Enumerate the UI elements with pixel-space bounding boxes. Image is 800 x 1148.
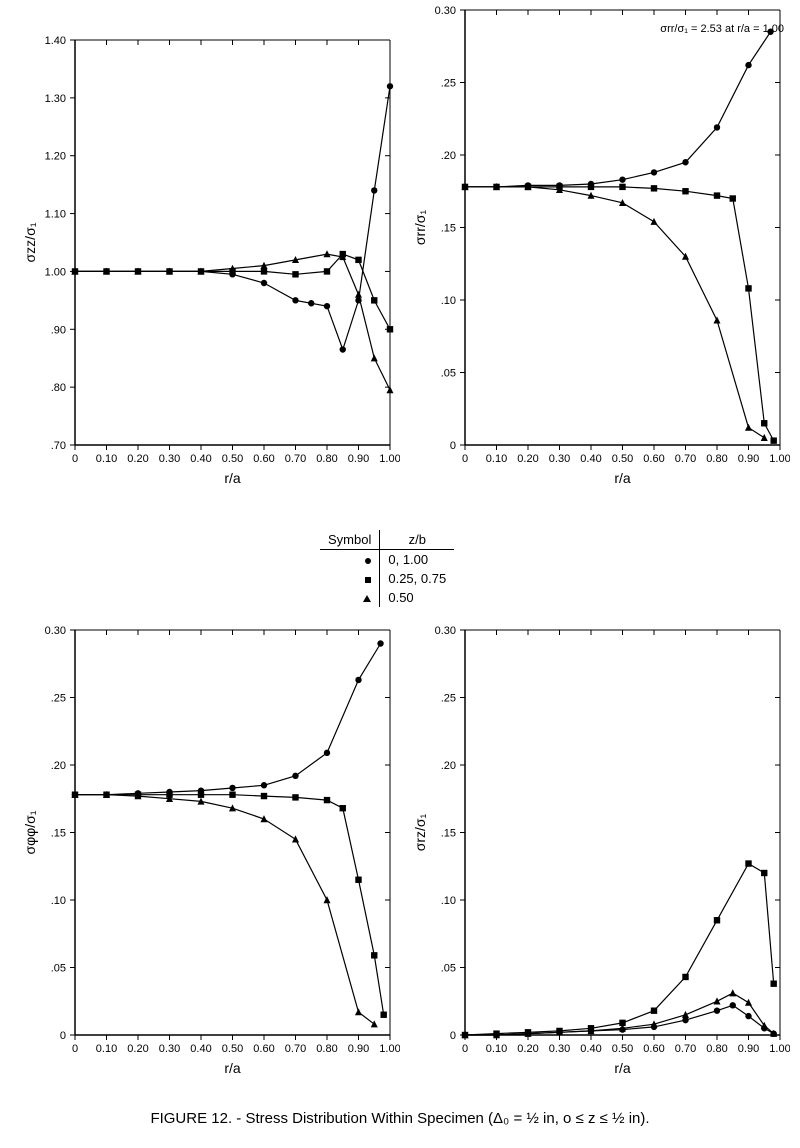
svg-text:0.40: 0.40: [580, 1043, 601, 1055]
svg-text:.70: .70: [51, 440, 66, 452]
svg-text:.20: .20: [441, 150, 456, 162]
svg-text:1.10: 1.10: [45, 209, 66, 221]
square-icon: [365, 577, 371, 583]
svg-text:0.70: 0.70: [675, 453, 696, 465]
svg-text:1.00: 1.00: [45, 266, 66, 278]
svg-text:0.20: 0.20: [127, 1043, 148, 1055]
svg-text:1.00: 1.00: [379, 453, 400, 465]
svg-text:0.20: 0.20: [127, 453, 148, 465]
svg-text:0.10: 0.10: [96, 1043, 117, 1055]
chart-sigma-phiphi: 00.100.200.300.400.500.600.700.800.901.0…: [20, 620, 400, 1080]
svg-text:0: 0: [72, 1043, 78, 1055]
figure-caption: FIGURE 12. - Stress Distribution Within …: [0, 1110, 800, 1127]
svg-text:.20: .20: [441, 760, 456, 772]
svg-text:r/a: r/a: [614, 470, 631, 486]
svg-text:1.00: 1.00: [769, 453, 790, 465]
svg-text:.25: .25: [441, 693, 456, 705]
circle-icon: [365, 558, 371, 564]
svg-text:.05: .05: [51, 963, 66, 975]
svg-text:σzz/σ₁: σzz/σ₁: [22, 222, 38, 262]
svg-text:0.90: 0.90: [348, 453, 369, 465]
svg-text:r/a: r/a: [614, 1060, 631, 1076]
svg-text:0.10: 0.10: [486, 1043, 507, 1055]
svg-text:0.30: 0.30: [549, 1043, 570, 1055]
svg-text:.10: .10: [441, 895, 456, 907]
svg-text:.10: .10: [441, 295, 456, 307]
chart-sigma-rr: 00.100.200.300.400.500.600.700.800.901.0…: [410, 0, 790, 490]
legend: Symbol z/b 0, 1.00 0.25, 0.75 0.50: [320, 530, 454, 607]
svg-text:0.90: 0.90: [738, 1043, 759, 1055]
svg-text:0.30: 0.30: [435, 5, 456, 17]
svg-text:0.60: 0.60: [643, 453, 664, 465]
page: 00.100.200.300.400.500.600.700.800.901.0…: [0, 0, 800, 1148]
svg-text:.25: .25: [51, 693, 66, 705]
chart-sigma-rz: 00.100.200.300.400.500.600.700.800.901.0…: [410, 620, 790, 1080]
svg-text:0.60: 0.60: [643, 1043, 664, 1055]
legend-header-zb: z/b: [380, 530, 454, 550]
svg-text:.05: .05: [441, 368, 456, 380]
svg-text:0.80: 0.80: [316, 1043, 337, 1055]
svg-text:0: 0: [450, 1030, 456, 1042]
legend-row: 0.25, 0.75: [320, 569, 454, 588]
svg-text:.25: .25: [441, 78, 456, 90]
svg-text:0.40: 0.40: [580, 453, 601, 465]
svg-text:.80: .80: [51, 382, 66, 394]
svg-text:0: 0: [72, 453, 78, 465]
legend-row: 0.50: [320, 588, 454, 607]
svg-text:.15: .15: [51, 828, 66, 840]
svg-text:r/a: r/a: [224, 470, 241, 486]
chart-sigma-zz: 0 0.10 0.20 0.30 0.40 0.50 0.60 0.70 0.80 0.90 1.0…: [20, 30, 400, 490]
svg-text:σφφ/σ₁: σφφ/σ₁: [22, 810, 38, 854]
svg-text:0.30: 0.30: [45, 625, 66, 637]
svg-text:0.30: 0.30: [159, 453, 180, 465]
svg-text:0.40: 0.40: [190, 1043, 211, 1055]
svg-text:0.70: 0.70: [285, 1043, 306, 1055]
svg-text:1.00: 1.00: [379, 1043, 400, 1055]
svg-text:0: 0: [462, 1043, 468, 1055]
svg-text:0.10: 0.10: [486, 453, 507, 465]
svg-text:0.10: 0.10: [96, 453, 117, 465]
svg-text:0.80: 0.80: [706, 1043, 727, 1055]
svg-text:.05: .05: [441, 963, 456, 975]
svg-text:0.50: 0.50: [612, 1043, 633, 1055]
svg-text:0.90: 0.90: [348, 1043, 369, 1055]
legend-row: 0, 1.00: [320, 550, 454, 570]
svg-text:0.30: 0.30: [549, 453, 570, 465]
svg-text:0.20: 0.20: [517, 1043, 538, 1055]
svg-text:0.80: 0.80: [706, 453, 727, 465]
svg-text:.15: .15: [441, 223, 456, 235]
svg-text:1.30: 1.30: [45, 93, 66, 105]
svg-text:.20: .20: [51, 760, 66, 772]
svg-text:0.70: 0.70: [675, 1043, 696, 1055]
legend-header-symbol: Symbol: [320, 530, 380, 550]
svg-text:0.30: 0.30: [159, 1043, 180, 1055]
svg-text:σrr/σ₁: σrr/σ₁: [412, 210, 428, 245]
svg-text:0.80: 0.80: [316, 453, 337, 465]
svg-text:0.60: 0.60: [253, 453, 274, 465]
svg-text:0: 0: [462, 453, 468, 465]
triangle-icon: [363, 595, 371, 602]
svg-text:0: 0: [450, 440, 456, 452]
svg-text:.15: .15: [441, 828, 456, 840]
svg-text:0.40: 0.40: [190, 453, 211, 465]
svg-text:1.40: 1.40: [45, 35, 66, 47]
svg-text:0.50: 0.50: [222, 1043, 243, 1055]
svg-text:0.70: 0.70: [285, 453, 306, 465]
svg-text:σrr/σ₁ = 2.53 at r/a = 1.00: σrr/σ₁ = 2.53 at r/a = 1.00: [660, 23, 784, 35]
svg-text:0.50: 0.50: [222, 453, 243, 465]
svg-text:0.50: 0.50: [612, 453, 633, 465]
svg-text:0.90: 0.90: [738, 453, 759, 465]
svg-text:0.60: 0.60: [253, 1043, 274, 1055]
svg-text:0.30: 0.30: [435, 625, 456, 637]
svg-text:1.00: 1.00: [769, 1043, 790, 1055]
svg-text:1.20: 1.20: [45, 151, 66, 163]
svg-text:0: 0: [60, 1030, 66, 1042]
svg-text:0.20: 0.20: [517, 453, 538, 465]
svg-text:σrz/σ₁: σrz/σ₁: [412, 813, 428, 851]
svg-text:.90: .90: [51, 324, 66, 336]
svg-text:r/a: r/a: [224, 1060, 241, 1076]
svg-text:.10: .10: [51, 895, 66, 907]
